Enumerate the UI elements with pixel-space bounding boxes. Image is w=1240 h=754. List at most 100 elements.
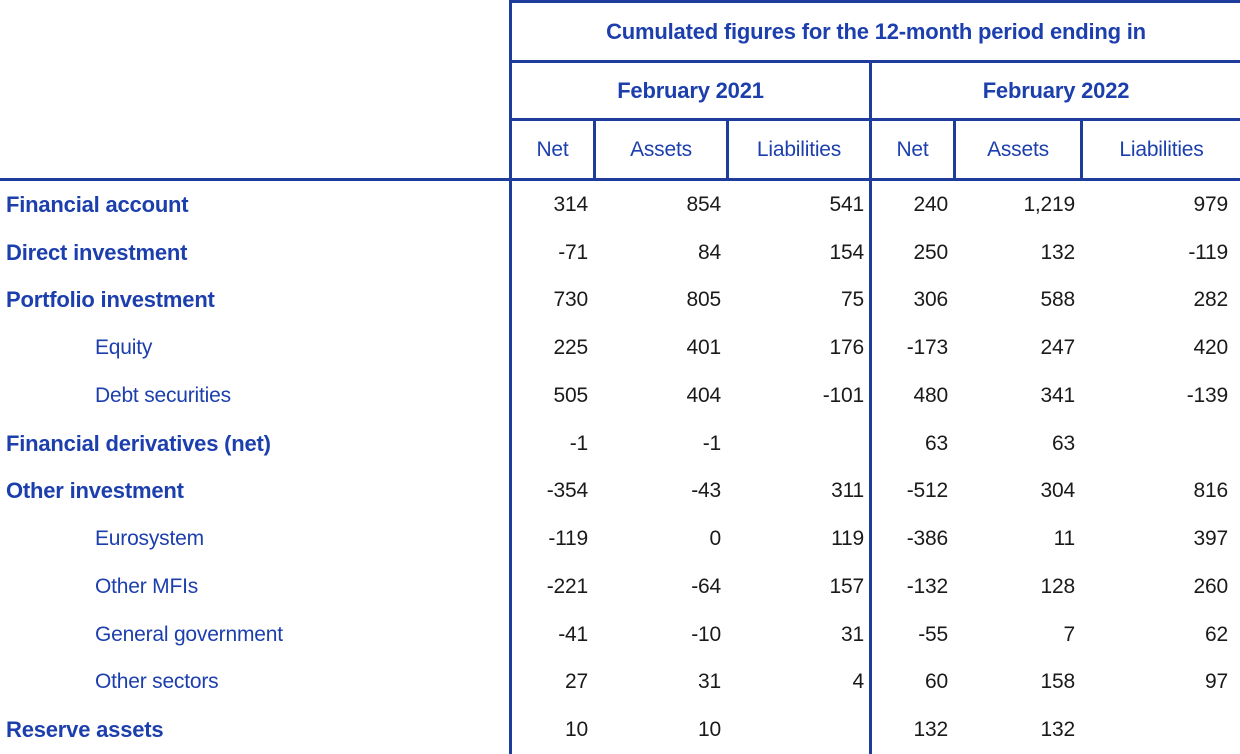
cell-value: 505: [553, 383, 589, 407]
cell-value: 979: [1193, 192, 1229, 216]
cell-value: 60: [925, 670, 948, 694]
table-body: Financial account 314 854 541 240 1,219 …: [0, 181, 1240, 754]
cell-value: -119: [548, 527, 588, 551]
cell-value: -512: [906, 479, 948, 503]
cell-value: 588: [1040, 288, 1076, 312]
cell-value: 75: [841, 288, 864, 312]
cell-value: 314: [553, 192, 589, 216]
cell-value: 311: [831, 479, 864, 503]
cell-value: 420: [1193, 336, 1229, 360]
cell-value: 341: [1040, 383, 1076, 407]
table-row: Other MFIs -221 -64 157 -132 128 260: [0, 563, 1240, 611]
cell-value: 730: [553, 288, 589, 312]
row-label: Reserve assets: [6, 717, 164, 743]
cell-value: [728, 420, 871, 468]
cell-value: 97: [1205, 670, 1228, 694]
column-header-assets-2021: Assets: [596, 121, 726, 178]
cell-value: -43: [691, 479, 721, 503]
cell-value: 240: [913, 192, 949, 216]
cell-value: 158: [1040, 670, 1076, 694]
table-row: Equity 225 401 176 -173 247 420: [0, 324, 1240, 372]
cell-value: 304: [1040, 479, 1076, 503]
separator-net-assets-2022: [953, 121, 956, 178]
column-header-liabilities-2021: Liabilities: [729, 121, 869, 178]
cell-value: -173: [906, 336, 948, 360]
table-title: Cumulated figures for the 12-month perio…: [512, 3, 1240, 60]
cell-value: 401: [686, 336, 722, 360]
border-below-periods: [509, 118, 1240, 121]
table-row: Debt securities 505 404 -101 480 341 -13…: [0, 372, 1240, 420]
cell-value: -10: [691, 622, 721, 646]
cell-value: 132: [1040, 718, 1076, 742]
cell-value: 541: [829, 192, 865, 216]
row-label: Equity: [95, 336, 153, 360]
cell-value: 62: [1205, 622, 1228, 646]
border-below-title: [509, 60, 1240, 63]
cell-value: 397: [1193, 527, 1229, 551]
cell-value: 306: [913, 288, 949, 312]
cell-value: -64: [691, 574, 721, 598]
cell-value: 63: [1052, 431, 1075, 455]
cell-value: -221: [546, 574, 588, 598]
separator-net-assets-2021: [593, 121, 596, 178]
cell-value: -71: [558, 240, 588, 264]
row-label: General government: [95, 622, 283, 646]
cell-value: 119: [831, 527, 864, 551]
separator-assets-liabilities-2022: [1080, 121, 1083, 178]
cell-value: -354: [546, 479, 588, 503]
cell-value: -1: [702, 431, 721, 455]
cell-value: 1,219: [1023, 192, 1075, 216]
table-row: Other investment -354 -43 311 -512 304 8…: [0, 468, 1240, 516]
row-label: Other investment: [6, 478, 184, 504]
cell-value: -119: [1188, 240, 1228, 264]
cell-value: 805: [686, 288, 722, 312]
table-row: Portfolio investment 730 805 75 306 588 …: [0, 277, 1240, 325]
cell-value: 157: [829, 574, 865, 598]
border-below-column-headers: [0, 178, 1240, 181]
cell-value: 132: [1040, 240, 1076, 264]
cell-value: 63: [925, 431, 948, 455]
cell-value: 250: [913, 240, 949, 264]
cell-value: -139: [1186, 383, 1228, 407]
cell-value: 84: [698, 240, 721, 264]
cell-value: 11: [1053, 527, 1076, 551]
table-row: General government -41 -10 31 -55 7 62: [0, 611, 1240, 659]
divider-2021-2022: [869, 60, 872, 754]
row-label: Portfolio investment: [6, 287, 215, 313]
table-row: Direct investment -71 84 154 250 132 -11…: [0, 229, 1240, 277]
cell-value: 0: [709, 527, 722, 551]
cell-value: -101: [822, 383, 864, 407]
cell-value: 154: [829, 240, 865, 264]
table-row: Financial account 314 854 541 240 1,219 …: [0, 181, 1240, 229]
table-row: Financial derivatives (net) -1 -1 63 63: [0, 420, 1240, 468]
period-header-february-2022: February 2022: [872, 63, 1240, 118]
row-label: Financial account: [6, 191, 189, 217]
cell-value: -55: [918, 622, 948, 646]
cell-value: -1: [569, 431, 588, 455]
cell-value: -41: [558, 622, 588, 646]
row-label: Direct investment: [6, 239, 188, 265]
table-row: Reserve assets 10 10 132 132: [0, 706, 1240, 754]
cell-value: 260: [1193, 574, 1229, 598]
cell-value: 404: [686, 383, 722, 407]
cell-value: 225: [553, 336, 589, 360]
separator-assets-liabilities-2021: [726, 121, 729, 178]
divider-labels-data: [509, 0, 512, 754]
cell-value: 10: [565, 718, 588, 742]
column-header-liabilities-2022: Liabilities: [1083, 121, 1240, 178]
cell-value: 247: [1040, 336, 1076, 360]
cell-value: -386: [906, 527, 948, 551]
cell-value: [728, 706, 871, 754]
row-label: Eurosystem: [95, 527, 204, 551]
row-label: Financial derivatives (net): [6, 430, 271, 456]
cell-value: 27: [565, 670, 588, 694]
cell-value: 132: [913, 718, 949, 742]
cell-value: 31: [841, 622, 864, 646]
cell-value: 10: [698, 718, 721, 742]
cell-value: [1082, 706, 1240, 754]
row-label: Other sectors: [95, 670, 219, 694]
cell-value: 128: [1040, 574, 1076, 598]
cell-value: 480: [913, 383, 949, 407]
cell-value: 7: [1063, 622, 1076, 646]
